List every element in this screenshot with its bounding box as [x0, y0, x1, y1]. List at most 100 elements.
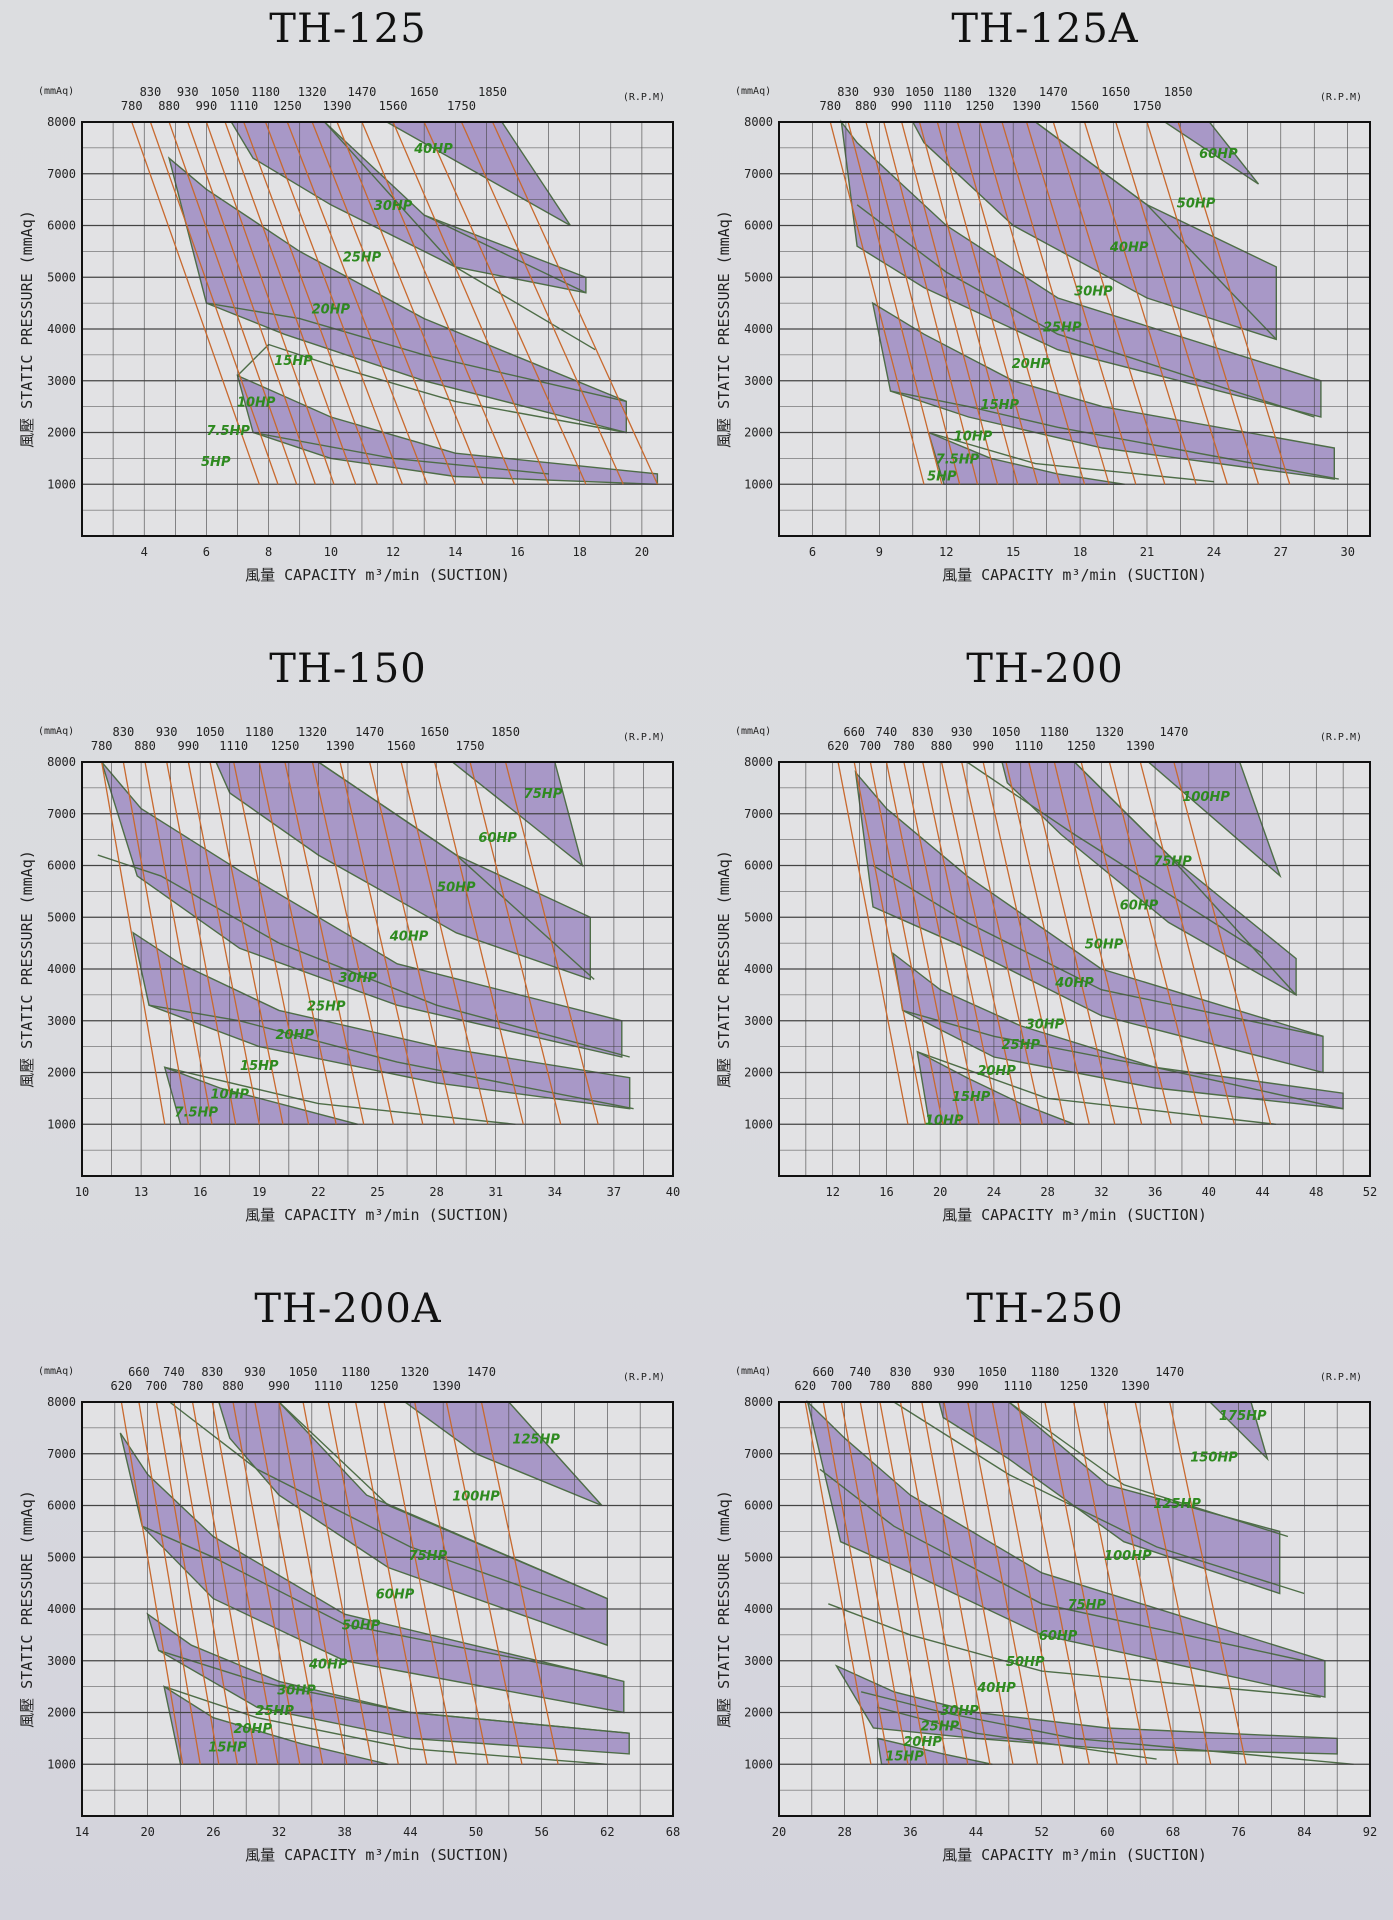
rpm-label: 1050 — [211, 85, 240, 99]
rpm-line — [392, 121, 550, 485]
rpm-line — [822, 1401, 890, 1765]
hp-band — [927, 431, 1125, 485]
y-unit-label: (mmAq) — [38, 1366, 74, 1377]
rpm-label: 1320 — [988, 85, 1017, 99]
rpm-line — [865, 121, 961, 485]
rpm-label: 620 — [827, 739, 849, 753]
rpm-line — [804, 1401, 872, 1765]
hp-label: 50HP — [437, 880, 476, 895]
y-tick-label: 4000 — [47, 322, 76, 336]
y-tick-label: 4000 — [744, 962, 773, 976]
y-tick-label: 2000 — [744, 1706, 773, 1720]
x-tick-label: 12 — [826, 1185, 840, 1199]
plot-frame — [81, 1401, 674, 1817]
rpm-line — [120, 1401, 184, 1765]
rpm-line — [1146, 121, 1260, 485]
hp-band — [871, 301, 1335, 480]
rpm-line — [1115, 121, 1228, 485]
hp-band — [146, 1612, 630, 1755]
rpm-label: 1470 — [1155, 1365, 1184, 1379]
y-tick-label: 2000 — [744, 426, 773, 440]
rpm-label: 700 — [859, 739, 881, 753]
y-tick-label: 1000 — [47, 477, 76, 491]
rpm-label: 1180 — [341, 1365, 370, 1379]
rpm-label: 990 — [268, 1379, 290, 1393]
y-tick-label: 4000 — [744, 322, 773, 336]
hp-label: 50HP — [1085, 937, 1124, 952]
hp-label: 5HP — [201, 455, 231, 470]
rpm-line — [885, 761, 961, 1125]
y-tick-label: 5000 — [744, 1550, 773, 1564]
hp-label: 5HP — [927, 470, 957, 485]
y-tick-label: 7000 — [47, 807, 76, 821]
rpm-label: 930 — [244, 1365, 266, 1379]
rpm-line — [211, 1401, 279, 1765]
rpm-unit-label: (R.P.M) — [623, 732, 665, 743]
hp-label: 50HP — [342, 1619, 381, 1634]
rpm-line — [131, 121, 260, 485]
x-tick-label: 62 — [600, 1825, 614, 1839]
rpm-label: 1180 — [1030, 1365, 1059, 1379]
rpm-line — [264, 121, 403, 485]
y-tick-label: 8000 — [47, 755, 76, 769]
rpm-label: 1650 — [410, 85, 439, 99]
chart-title: TH-250 — [966, 1286, 1124, 1332]
hp-label: 20HP — [276, 1028, 315, 1043]
hp-label: 7.5HP — [206, 424, 250, 439]
chart-panel-th-125a: TH-125A 1000 2000 3000 4000 5000 6000 7000 8000… — [697, 0, 1393, 640]
rpm-label: 990 — [957, 1379, 979, 1393]
rpm-line — [254, 1401, 324, 1765]
rpm-line — [149, 121, 279, 485]
x-axis-label: 風量 CAPACITY m³/min (SUCTION) — [942, 1206, 1207, 1224]
y-tick-label: 3000 — [744, 374, 773, 388]
x-tick-label: 44 — [969, 1825, 983, 1839]
rpm-label: 1320 — [298, 725, 327, 739]
rpm-unit-label: (R.P.M) — [623, 1372, 665, 1383]
hp-label: 75HP — [409, 1549, 448, 1564]
rpm-line — [1005, 761, 1090, 1125]
rpm-label: 1470 — [1159, 725, 1188, 739]
x-tick-label: 24 — [987, 1185, 1001, 1199]
hp-label: 10HP — [954, 429, 993, 444]
rpm-label: 1250 — [270, 739, 299, 753]
rpm-label: 1750 — [1133, 99, 1162, 113]
x-tick-label: 68 — [1166, 1825, 1180, 1839]
hp-label: 60HP — [376, 1588, 415, 1603]
rpm-label: 780 — [869, 1379, 891, 1393]
rpm-line — [956, 121, 1061, 485]
x-tick-label: 36 — [903, 1825, 917, 1839]
rpm-line — [433, 761, 524, 1125]
rpm-line — [460, 121, 624, 485]
rpm-label: 930 — [933, 1365, 955, 1379]
rpm-line — [1073, 1401, 1148, 1765]
rpm-line — [903, 761, 980, 1125]
x-tick-label: 52 — [1363, 1185, 1377, 1199]
y-axis-label: 風壓 STATIC PRESSURE (mmAq) — [715, 850, 733, 1088]
x-tick-label: 28 — [837, 1825, 851, 1839]
rpm-unit-label: (R.P.M) — [1320, 92, 1362, 103]
rpm-line — [191, 1401, 258, 1765]
x-tick-label: 31 — [488, 1185, 502, 1199]
x-axis-label: 風量 CAPACITY m³/min (SUCTION) — [245, 1206, 510, 1224]
rpm-line — [847, 121, 943, 485]
x-tick-label: 30 — [1340, 545, 1354, 559]
hp-label: 20HP — [233, 1722, 272, 1737]
y-tick-label: 7000 — [744, 167, 773, 181]
rpm-line — [491, 121, 659, 485]
rpm-line — [840, 1401, 909, 1765]
y-tick-label: 4000 — [47, 962, 76, 976]
hp-label: 10HP — [925, 1113, 964, 1128]
hp-label: 125HP — [512, 1432, 560, 1447]
rpm-label: 880 — [931, 739, 953, 753]
rpm-label: 880 — [134, 739, 156, 753]
hp-curve — [318, 761, 595, 980]
chart-title: TH-125 — [269, 6, 427, 52]
x-tick-label: 24 — [1207, 545, 1221, 559]
rpm-label: 1050 — [992, 725, 1021, 739]
rpm-line — [982, 761, 1066, 1125]
hp-label: 60HP — [478, 831, 517, 846]
x-tick-label: 34 — [548, 1185, 562, 1199]
y-tick-label: 7000 — [47, 1447, 76, 1461]
rpm-label: 780 — [121, 99, 143, 113]
x-tick-label: 20 — [140, 1825, 154, 1839]
